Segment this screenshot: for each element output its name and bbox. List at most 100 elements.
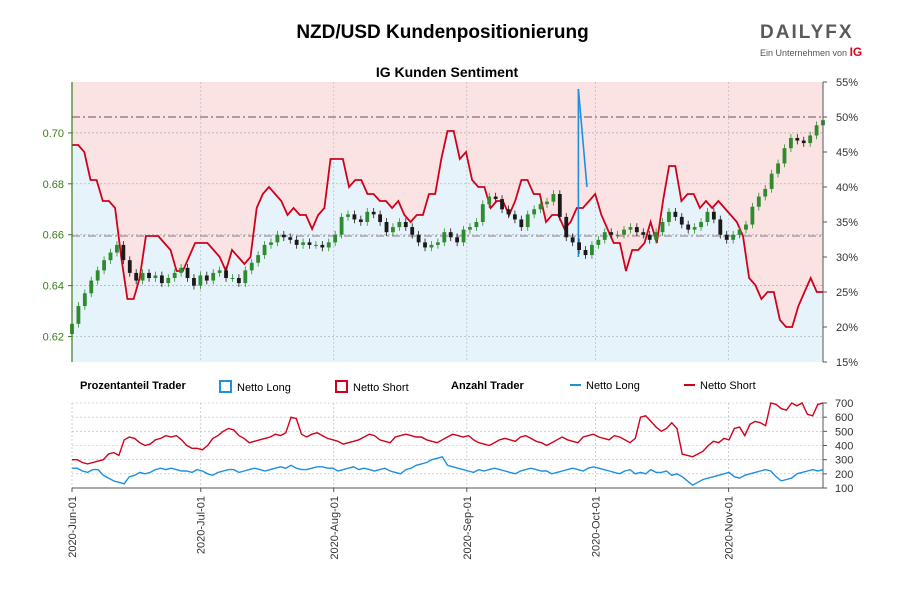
candle-body <box>545 201 549 205</box>
candle-body <box>378 214 383 222</box>
candle-body <box>288 237 293 240</box>
legend-short-count-label: Netto Short <box>700 380 756 392</box>
candle-body <box>179 267 184 273</box>
price-tick-label: 0.62 <box>43 332 64 344</box>
candle-body <box>423 242 427 248</box>
price-tick-label: 0.66 <box>43 230 64 242</box>
candle-body <box>262 244 267 256</box>
x-tick-label: 2020-Jul-01 <box>196 496 208 554</box>
candle-body <box>307 242 312 245</box>
candle-body <box>468 227 472 230</box>
candle-body <box>512 214 517 220</box>
legend-long-pct[interactable]: Netto Long <box>219 380 291 394</box>
candle-body <box>724 234 729 240</box>
candle-body <box>602 232 607 240</box>
candle-body <box>500 199 504 210</box>
candle-body <box>686 224 691 230</box>
percent-tick-label: 35% <box>836 217 858 229</box>
candle-body <box>153 275 158 278</box>
candle-body <box>108 252 113 261</box>
candle-body <box>134 272 139 281</box>
candle-body <box>172 272 177 278</box>
candle-body <box>808 135 813 144</box>
candle-body <box>397 222 402 228</box>
candle-body <box>583 250 588 256</box>
candle-body <box>410 227 415 235</box>
legend-short-count[interactable]: Netto Short <box>684 380 756 392</box>
candle-body <box>224 270 228 278</box>
candle-body <box>115 244 119 253</box>
candle-body <box>455 237 460 243</box>
candle-body <box>185 267 190 278</box>
candle-body <box>705 211 710 222</box>
candle-body <box>718 219 723 235</box>
count-tick-label: 500 <box>835 426 853 438</box>
candle-body <box>679 216 684 225</box>
percent-tick-label: 45% <box>836 147 858 159</box>
candle-body <box>731 234 736 240</box>
x-tick-label: 2020-Oct-01 <box>591 496 603 557</box>
candle-body <box>429 244 434 248</box>
candle-body <box>557 194 562 217</box>
candle-body <box>82 293 87 306</box>
percent-tick-label: 20% <box>836 322 858 334</box>
candle-body <box>442 232 447 243</box>
candle-body <box>166 278 171 284</box>
candle-body <box>461 229 466 243</box>
dailyfx-logo: DAILYFX Ein Unternehmen von IG <box>760 22 870 59</box>
legend-short-line-icon <box>684 384 695 386</box>
candle-body <box>564 216 569 238</box>
logo-sub-label: Ein Unternehmen von <box>760 48 848 58</box>
candle-body <box>551 194 556 202</box>
logo-text: DAILYFX <box>760 22 854 43</box>
net-long-spike-return <box>577 88 588 188</box>
candle-body <box>217 270 222 273</box>
candle-body <box>641 232 646 235</box>
candle-body <box>673 211 678 217</box>
legend-short-pct[interactable]: Netto Short <box>335 380 409 394</box>
price-tick-label: 0.70 <box>43 128 64 140</box>
x-tick-label: 2020-Jun-01 <box>67 496 79 558</box>
count-tick-label: 100 <box>835 483 853 495</box>
count-tick-label: 600 <box>835 412 853 424</box>
candle-body <box>365 211 370 222</box>
candle-body <box>403 222 408 228</box>
candle-body <box>249 262 254 271</box>
candle-body <box>763 188 768 197</box>
candle-body <box>776 163 780 174</box>
candle-body <box>750 206 755 225</box>
candle-body <box>256 255 261 263</box>
candle-body <box>326 242 331 248</box>
candle-body <box>346 214 350 217</box>
legend-short-square-icon <box>335 380 348 393</box>
candle-body <box>609 232 614 235</box>
net-long-count-line <box>72 455 824 487</box>
candle-body <box>281 234 286 238</box>
percent-tick-label: 15% <box>836 357 858 369</box>
candle-body <box>538 204 543 210</box>
candle-body <box>358 219 363 222</box>
candle-body <box>519 219 524 228</box>
x-tick-label: 2020-Aug-01 <box>329 496 341 560</box>
candle-body <box>102 260 107 271</box>
candle-body <box>615 234 620 236</box>
candle-body <box>391 227 395 233</box>
candle-body <box>140 272 145 281</box>
candle-body <box>384 222 389 233</box>
legend-long-count[interactable]: Netto Long <box>570 380 640 392</box>
count-tick-label: 300 <box>835 455 853 467</box>
candle-body <box>416 234 421 243</box>
percent-tick-label: 25% <box>836 287 858 299</box>
candle-body <box>127 260 132 273</box>
candle-body <box>448 232 453 238</box>
candle-body <box>243 270 248 284</box>
candle-body <box>76 306 81 324</box>
candle-body <box>667 211 671 222</box>
percent-tick-label: 40% <box>836 182 858 194</box>
percent-tick-label: 55% <box>836 77 858 89</box>
candle-body <box>294 239 299 245</box>
candle-body <box>782 148 787 164</box>
logo-subtext: Ein Unternehmen von IG <box>760 45 870 59</box>
candle-body <box>275 234 280 243</box>
